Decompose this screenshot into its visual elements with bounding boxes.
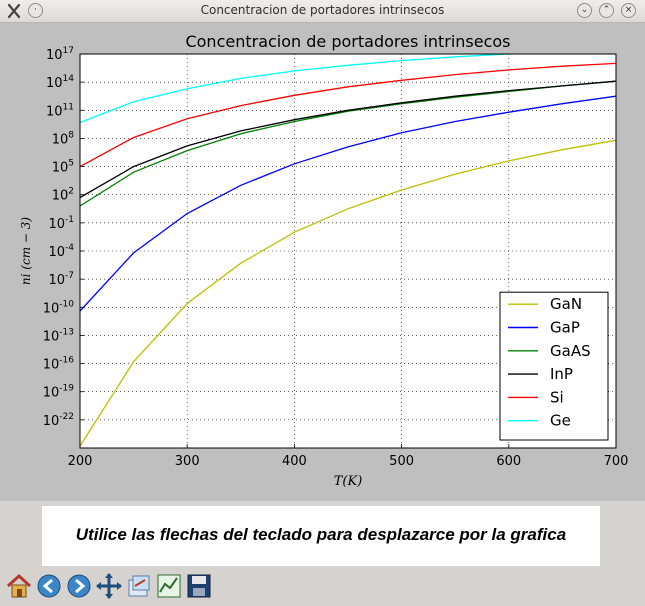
y-tick-label: 10-4 (48, 243, 74, 260)
matplotlib-x-icon (7, 3, 21, 19)
close-icon: × (624, 5, 633, 15)
y-tick-label: 108 (52, 130, 75, 147)
series-line-ge (80, 54, 528, 124)
window-titlebar: · Concentracion de portadores intrinseco… (0, 0, 645, 23)
legend-label: Ge (550, 412, 571, 430)
close-button[interactable]: × (621, 3, 636, 18)
y-axis-label: ni (cm − 3) (19, 217, 33, 285)
figure-canvas[interactable]: 200 300 400 500 600 700 1017 1014 1011 108 105 102 1… (0, 23, 645, 501)
home-icon[interactable] (5, 572, 33, 600)
y-tick-label: 1017 (46, 46, 74, 63)
legend-label: GaP (550, 319, 580, 337)
legend-label: GaN (550, 295, 582, 313)
x-axis-label: T(K) (334, 474, 363, 489)
minimize-button[interactable]: ⌄ (577, 3, 592, 18)
message-panel: Utilice las flechas del teclado para des… (42, 506, 600, 566)
series-line-gap (80, 95, 616, 312)
x-tick-label: 600 (496, 454, 521, 469)
instruction-message: Utilice las flechas del teclado para des… (75, 525, 567, 544)
x-tick-label: 700 (604, 454, 629, 469)
forward-arrow-icon[interactable] (65, 572, 93, 600)
y-tick-label: 102 (52, 187, 74, 204)
x-tick-label: 500 (389, 454, 414, 469)
legend-label: GaAS (550, 342, 591, 360)
y-tick-label: 10-13 (43, 327, 74, 344)
x-tick-label: 300 (175, 454, 200, 469)
plot-frame (79, 53, 617, 449)
configure-subplots-icon[interactable] (125, 572, 153, 600)
y-tick-label: 10-7 (48, 271, 74, 288)
minimize-icon: ⌄ (580, 5, 589, 15)
x-tick-label: 200 (68, 454, 93, 469)
y-tick-label: 10-1 (48, 215, 74, 232)
maximize-button[interactable]: ⌃ (599, 3, 614, 18)
series-line-gan (80, 139, 616, 447)
series-line-inp (80, 80, 616, 199)
pan-icon[interactable] (95, 572, 123, 600)
y-tick-label: 10-19 (43, 384, 75, 401)
y-tick-label: 10-16 (43, 356, 75, 373)
chart-title: Concentracion de portadores intrinsecos (185, 32, 510, 51)
x-tick-label: 400 (282, 454, 307, 469)
y-tick-label: 1014 (46, 74, 74, 91)
maximize-icon: ⌃ (602, 5, 611, 15)
y-tick-label: 1011 (46, 102, 74, 119)
back-arrow-icon[interactable] (35, 572, 63, 600)
y-tick-label: 10-10 (43, 299, 75, 316)
legend-box (499, 291, 609, 441)
window-title: Concentracion de portadores intrinsecos (200, 3, 445, 17)
y-tick-label: 105 (52, 159, 74, 176)
series-line-si (80, 62, 616, 168)
window-menu-icon: · (34, 5, 37, 15)
save-icon[interactable] (185, 572, 213, 600)
navigation-toolbar (0, 569, 645, 606)
chart: 200 300 400 500 600 700 1017 1014 1011 108 105 102 1… (19, 32, 629, 489)
y-tick-label: 10-22 (43, 412, 74, 429)
legend-label: InP (550, 365, 573, 383)
window-menu-button[interactable]: · (28, 3, 43, 18)
edit-curve-icon[interactable] (155, 572, 183, 600)
legend-label: Si (550, 388, 564, 406)
